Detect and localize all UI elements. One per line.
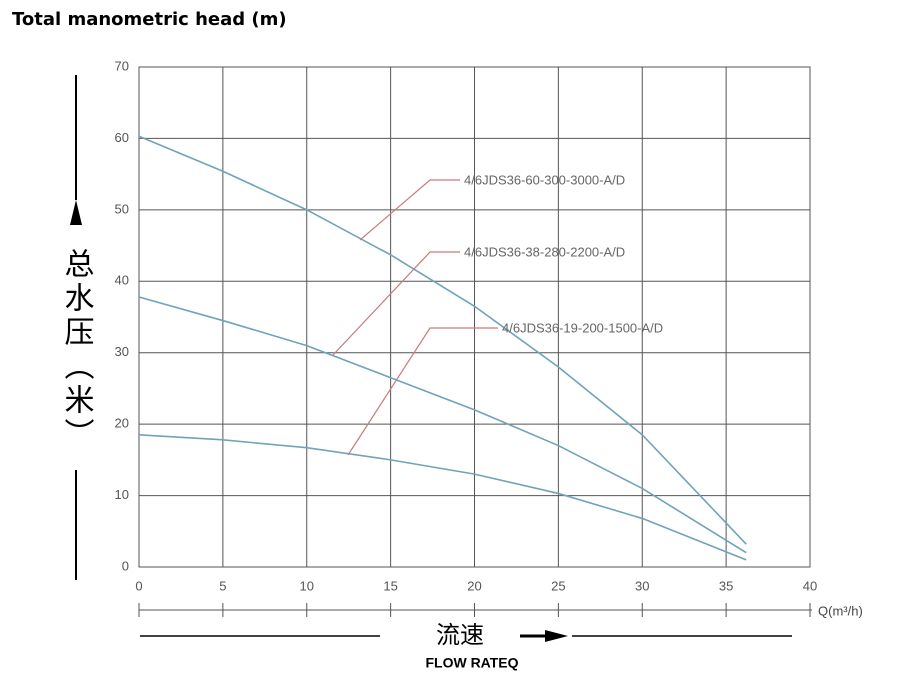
y-tick-label: 60 bbox=[115, 130, 129, 145]
x-tick-label: 35 bbox=[719, 578, 733, 593]
y-tick-label: 20 bbox=[115, 416, 129, 431]
x-tick-label: 25 bbox=[551, 578, 565, 593]
x-tick-label: 5 bbox=[219, 578, 226, 593]
y-tick-label: 70 bbox=[115, 58, 129, 73]
x-tick-label: 20 bbox=[467, 578, 481, 593]
series-line bbox=[138, 296, 747, 554]
arrow-head bbox=[545, 630, 568, 642]
x-tick-label: 0 bbox=[135, 578, 142, 593]
x-tick-label: 40 bbox=[803, 578, 817, 593]
x-axis-label: Q(m³/h) bbox=[818, 603, 863, 618]
y-tick-label: 50 bbox=[115, 201, 129, 216]
chart-title: Total manometric head (m) bbox=[12, 9, 287, 30]
y-tick-label: 0 bbox=[122, 558, 129, 573]
plot-frame bbox=[138, 66, 811, 568]
series-label: 4/6JDS36-38-280-2200-A/D bbox=[464, 244, 625, 259]
x-label-cn: 流速 bbox=[436, 621, 484, 649]
y-axis-label-text: 总水压（米） bbox=[59, 248, 95, 452]
y-tick-label: 30 bbox=[115, 344, 129, 359]
y-axis-label: 总水压（米） bbox=[59, 248, 95, 452]
y-tick-label: 10 bbox=[115, 487, 129, 502]
x-label-en: FLOW RATEQ bbox=[425, 655, 518, 671]
x-tick-label: 10 bbox=[300, 578, 314, 593]
leader-line bbox=[347, 327, 498, 456]
leader-line bbox=[359, 179, 460, 241]
series-line bbox=[138, 434, 747, 561]
x-tick-label: 15 bbox=[383, 578, 397, 593]
x-tick-label: 30 bbox=[635, 578, 649, 593]
series-label: 4/6JDS36-19-200-1500-A/D bbox=[502, 320, 663, 335]
series-line bbox=[138, 135, 747, 545]
axis-arrow bbox=[70, 200, 82, 225]
y-tick-label: 40 bbox=[115, 273, 129, 288]
leader-line bbox=[332, 251, 460, 356]
series-label: 4/6JDS36-60-300-3000-A/D bbox=[464, 172, 625, 187]
